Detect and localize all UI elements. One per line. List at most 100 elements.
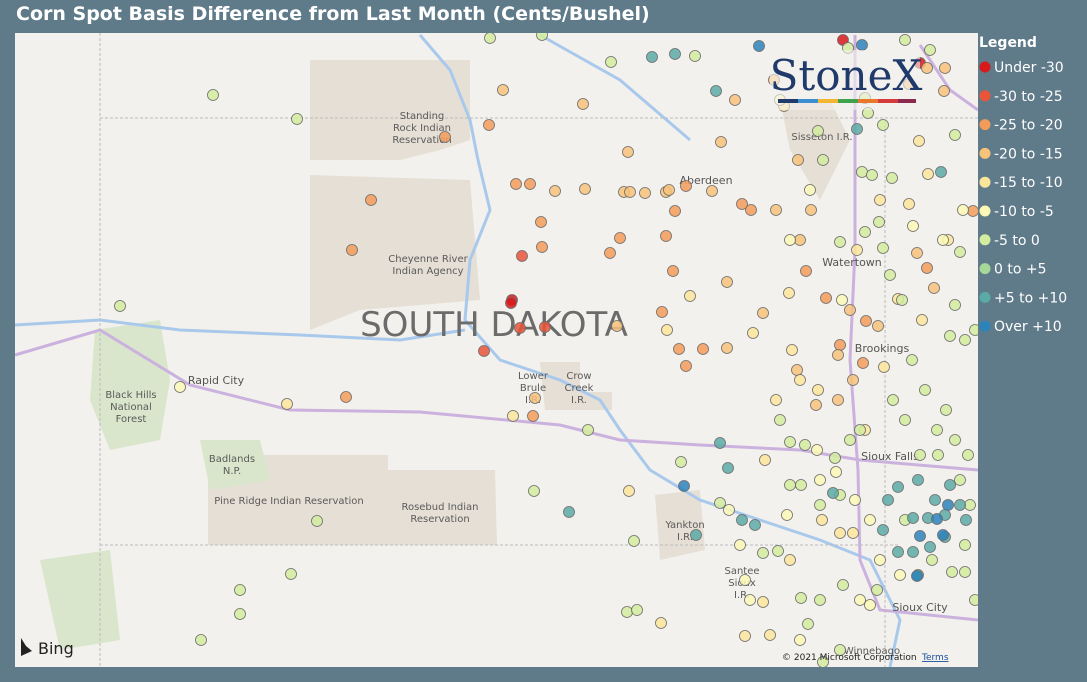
legend-label[interactable]: Over +10 [994, 319, 1062, 335]
site-dot[interactable] [757, 596, 769, 608]
site-dot[interactable] [836, 294, 848, 306]
site-dot[interactable] [772, 545, 784, 557]
site-dot[interactable] [849, 494, 861, 506]
site-dot[interactable] [932, 449, 944, 461]
site-dot[interactable] [799, 439, 811, 451]
site-dot[interactable] [784, 436, 796, 448]
site-dot[interactable] [911, 247, 923, 259]
site-dot[interactable] [622, 146, 634, 158]
site-dot[interactable] [786, 344, 798, 356]
site-dot[interactable] [874, 194, 886, 206]
site-dot[interactable] [505, 297, 517, 309]
site-dot[interactable] [882, 494, 894, 506]
site-dot[interactable] [914, 449, 926, 461]
site-dot[interactable] [873, 216, 885, 228]
site-dot[interactable] [899, 414, 911, 426]
site-dot[interactable] [969, 324, 981, 336]
site-dot[interactable] [744, 594, 756, 606]
site-dot[interactable] [928, 282, 940, 294]
site-dot[interactable] [959, 566, 971, 578]
site-dot[interactable] [859, 226, 871, 238]
site-dot[interactable] [365, 194, 377, 206]
site-dot[interactable] [830, 466, 842, 478]
site-dot[interactable] [729, 94, 741, 106]
site-dot[interactable] [847, 374, 859, 386]
site-dot[interactable] [871, 584, 883, 596]
site-dot[interactable] [907, 512, 919, 524]
site-dot[interactable] [856, 39, 868, 51]
site-dot[interactable] [783, 287, 795, 299]
site-dot[interactable] [770, 204, 782, 216]
site-dot[interactable] [621, 606, 633, 618]
site-dot[interactable] [527, 410, 539, 422]
site-dot[interactable] [969, 594, 981, 606]
site-dot[interactable] [946, 566, 958, 578]
site-dot[interactable] [857, 357, 869, 369]
site-dot[interactable] [757, 547, 769, 559]
site-dot[interactable] [942, 499, 954, 511]
site-dot[interactable] [736, 514, 748, 526]
site-dot[interactable] [914, 530, 926, 542]
site-dot[interactable] [949, 434, 961, 446]
site-dot[interactable] [722, 462, 734, 474]
legend-label[interactable]: 0 to +5 [994, 262, 1047, 278]
site-dot[interactable] [802, 618, 814, 630]
site-dot[interactable] [439, 131, 451, 143]
site-dot[interactable] [954, 246, 966, 258]
site-dot[interactable] [514, 322, 526, 334]
site-dot[interactable] [957, 204, 969, 216]
site-dot[interactable] [854, 424, 866, 436]
site-dot[interactable] [535, 216, 547, 228]
site-dot[interactable] [346, 244, 358, 256]
site-dot[interactable] [536, 30, 548, 41]
site-dot[interactable] [739, 574, 751, 586]
site-dot[interactable] [539, 321, 551, 333]
site-dot[interactable] [949, 299, 961, 311]
site-dot[interactable] [906, 354, 918, 366]
site-dot[interactable] [281, 398, 293, 410]
site-dot[interactable] [814, 474, 826, 486]
site-dot[interactable] [811, 444, 823, 456]
site-dot[interactable] [960, 514, 972, 526]
site-dot[interactable] [690, 529, 702, 541]
site-dot[interactable] [770, 394, 782, 406]
site-dot[interactable] [816, 514, 828, 526]
site-dot[interactable] [764, 629, 776, 641]
site-dot[interactable] [529, 392, 541, 404]
legend-label[interactable]: +5 to +10 [994, 290, 1067, 306]
site-dot[interactable] [878, 361, 890, 373]
site-dot[interactable] [714, 497, 726, 509]
site-dot[interactable] [611, 320, 623, 332]
site-dot[interactable] [207, 89, 219, 101]
site-dot[interactable] [706, 185, 718, 197]
site-dot[interactable] [851, 123, 863, 135]
site-dot[interactable] [757, 307, 769, 319]
site-dot[interactable] [921, 62, 933, 74]
site-dot[interactable] [234, 584, 246, 596]
site-dot[interactable] [774, 414, 786, 426]
site-dot[interactable] [805, 204, 817, 216]
site-dot[interactable] [887, 394, 899, 406]
site-dot[interactable] [689, 50, 701, 62]
site-dot[interactable] [663, 184, 675, 196]
site-dot[interactable] [721, 276, 733, 288]
site-dot[interactable] [510, 178, 522, 190]
site-dot[interactable] [734, 539, 746, 551]
site-dot[interactable] [516, 250, 528, 262]
site-dot[interactable] [528, 485, 540, 497]
site-dot[interactable] [919, 384, 931, 396]
site-dot[interactable] [739, 630, 751, 642]
site-dot[interactable] [646, 51, 658, 63]
site-dot[interactable] [907, 220, 919, 232]
site-dot[interactable] [931, 424, 943, 436]
site-dot[interactable] [913, 135, 925, 147]
site-dot[interactable] [745, 204, 757, 216]
site-dot[interactable] [844, 304, 856, 316]
site-dot[interactable] [892, 481, 904, 493]
site-dot[interactable] [639, 187, 651, 199]
site-dot[interactable] [899, 34, 911, 46]
site-dot[interactable] [912, 474, 924, 486]
site-dot[interactable] [804, 184, 816, 196]
site-dot[interactable] [678, 480, 690, 492]
site-dot[interactable] [605, 56, 617, 68]
